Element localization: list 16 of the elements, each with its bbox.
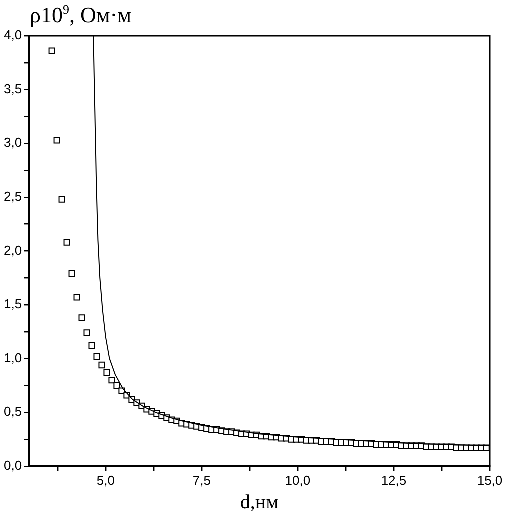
x-axis-title: d,нм	[240, 491, 280, 514]
y-tick-label: 2,5	[4, 188, 22, 204]
y-tick-label: 3,5	[4, 81, 22, 96]
y-tick-label: 2,0	[4, 242, 22, 258]
y-tick-label: 4,0	[4, 28, 22, 43]
y-tick-label: 0,5	[4, 404, 22, 420]
y-tick-label: 0,0	[4, 458, 22, 473]
y-axis-title: ρ10$^{9}$, Ом·м	[30, 2, 132, 28]
x-tick-label: 15,0	[477, 472, 503, 488]
x-tick-label: 5,0	[96, 472, 115, 488]
x-tick-label: 12,5	[381, 472, 407, 488]
y-tick-label: 3,0	[4, 135, 22, 150]
y-tick-label: 1,0	[4, 350, 22, 366]
x-tick-label: 7,5	[192, 472, 211, 488]
y-tick-label: 1,5	[4, 296, 22, 312]
x-tick-label: 10,0	[285, 472, 311, 488]
